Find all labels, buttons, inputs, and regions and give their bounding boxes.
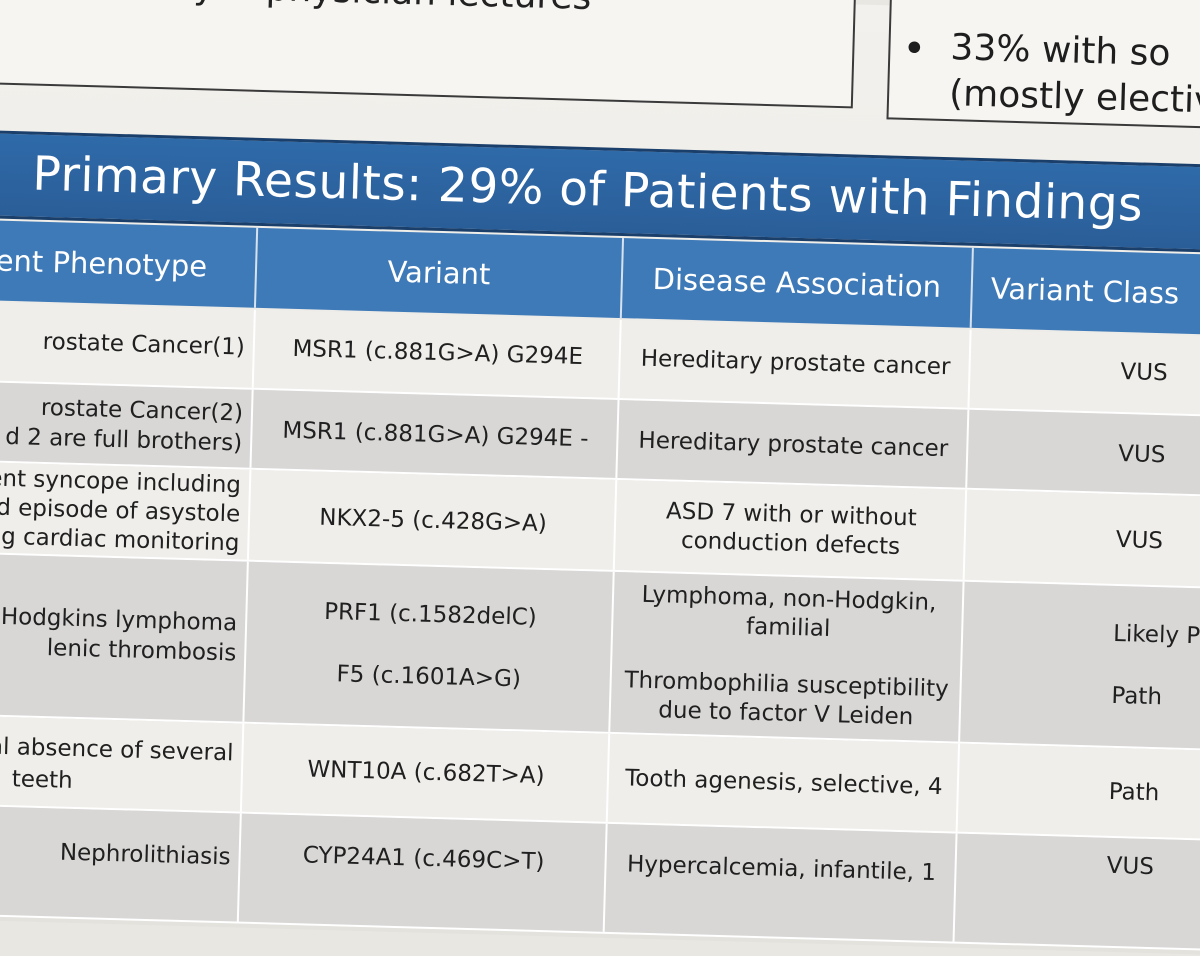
banner-title: Primary Results: 29% of Patients with Fi…: [31, 146, 1144, 233]
variant-cell: WNT10A (c.682T>A): [307, 756, 545, 790]
class-cell-b: Path: [1111, 682, 1163, 711]
top-right-line-1: 33% with so: [949, 27, 1172, 75]
variant-cell: CYP24A1 (c.469C>T): [302, 842, 545, 876]
top-right-box: • 33% with so (mostly electiv: [886, 0, 1200, 131]
top-left-text: community & physician lectures: [11, 0, 592, 18]
phenotype-cell-line-1: tal absence of several: [0, 733, 234, 767]
disease-cell: Tooth agenesis, selective, 4: [624, 765, 943, 801]
variant-cell: NKX2-5 (c.428G>A): [318, 504, 548, 538]
variant-cell-a: PRF1 (c.1582delC): [323, 598, 538, 631]
class-cell: VUS: [1120, 359, 1169, 387]
phenotype-cell: rostate Cancer(1): [42, 328, 246, 361]
header-disease-association: Disease Association: [621, 238, 974, 328]
class-cell: VUS: [1106, 852, 1155, 881]
class-cell: VUS: [1117, 440, 1166, 469]
top-left-box: community & physician lectures: [0, 0, 857, 109]
top-right-line-2: (mostly electiv: [948, 73, 1200, 122]
class-cell: Path: [1108, 778, 1160, 807]
phenotype-cell-line-2: teeth: [11, 766, 74, 794]
class-cell-a: Likely Pa: [1112, 620, 1200, 650]
header-phenotype: ent Phenotype: [0, 219, 259, 308]
variant-cell-b: F5 (c.1601A>G): [336, 661, 522, 693]
class-cell: VUS: [1115, 526, 1164, 555]
phenotype-cell: Nephrolithiasis: [59, 839, 231, 871]
header-variant-class: Variant Class: [990, 271, 1180, 311]
variant-cell: MSR1 (c.881G>A) G294E -: [282, 417, 589, 453]
disease-cell: Hereditary prostate cancer: [638, 427, 949, 463]
disease-cell: Hypercalcemia, infantile, 1: [626, 851, 937, 887]
header-variant: Variant: [255, 227, 625, 319]
variant-cell: MSR1 (c.881G>A) G294E: [292, 335, 584, 370]
bullet-marker: •: [901, 25, 927, 73]
disease-cell: Hereditary prostate cancer: [640, 345, 951, 381]
